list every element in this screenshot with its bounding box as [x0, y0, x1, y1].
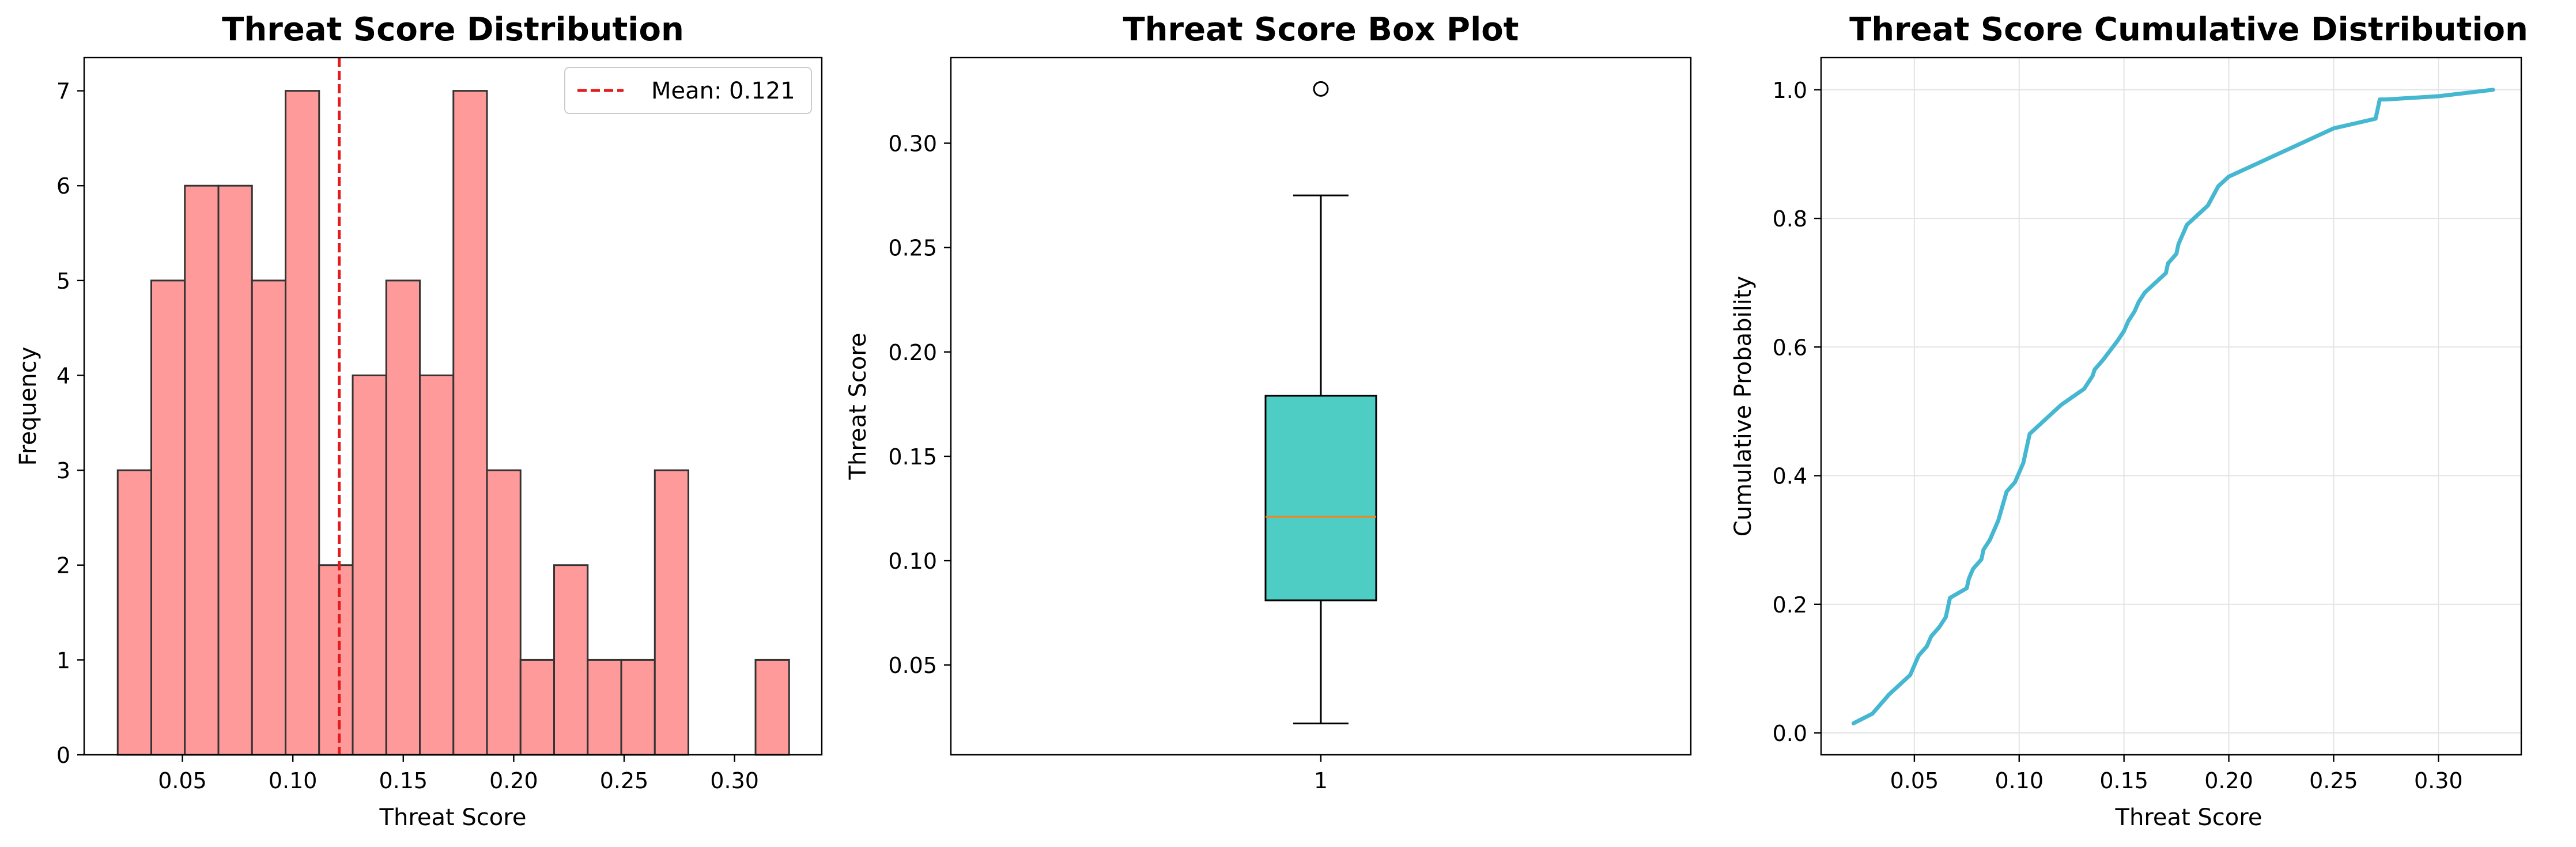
histogram-bar — [251, 279, 287, 756]
histogram-title: Threat Score Distribution — [222, 11, 684, 48]
histogram-y-label: Frequency — [15, 347, 41, 466]
histogram-y-ticks: 0 1 2 3 4 5 6 7 — [56, 79, 84, 768]
outlier-point — [1313, 81, 1329, 97]
x-tick-label: 0.20 — [2204, 768, 2253, 793]
x-tick-label: 0.30 — [2414, 768, 2463, 793]
histogram-bar — [285, 90, 320, 756]
y-tick-label: 0.2 — [1773, 592, 1807, 618]
x-tick-label: 0.05 — [158, 768, 207, 793]
x-tick-label: 0.10 — [269, 768, 318, 793]
y-tick-label: 4 — [56, 363, 70, 388]
histogram-bar — [217, 184, 253, 756]
histogram-x-ticks: 0.05 0.10 0.15 0.20 0.25 0.30 — [158, 755, 759, 793]
histogram-bar — [553, 564, 589, 756]
y-tick-label: 0.15 — [888, 444, 937, 470]
cdf-panel: Threat Score Cumulative Distribution 0.0… — [1730, 11, 2528, 831]
y-tick-label: 0 — [56, 743, 70, 768]
y-tick-label: 0.20 — [888, 340, 937, 365]
x-tick-label: 1 — [1314, 768, 1328, 793]
histogram-legend: Mean: 0.121 — [564, 67, 812, 114]
y-tick-label: 0.10 — [888, 549, 937, 574]
y-tick-label: 0.8 — [1773, 206, 1807, 232]
histogram-bar — [419, 374, 455, 756]
x-tick-label: 0.05 — [1890, 768, 1939, 793]
boxplot-y-label: Threat Score — [845, 333, 871, 481]
boxplot-marks — [1264, 81, 1377, 725]
cdf-axes-frame — [1820, 56, 2522, 756]
histogram-bar — [519, 659, 556, 756]
y-tick-label: 0.4 — [1773, 464, 1807, 489]
cdf-series-line — [1851, 88, 2495, 725]
y-tick-label: 0.30 — [888, 131, 937, 157]
histogram-bar — [352, 374, 387, 756]
y-tick-label: 7 — [56, 79, 70, 104]
histogram-bar — [620, 659, 656, 756]
y-tick-label: 3 — [56, 458, 70, 483]
histogram-axes-frame — [83, 56, 823, 756]
y-tick-label: 0.6 — [1773, 335, 1807, 360]
x-tick-label: 0.15 — [2099, 768, 2148, 793]
y-tick-label: 0.0 — [1773, 721, 1807, 746]
histogram-bar — [486, 469, 522, 756]
histogram-bar — [150, 279, 186, 756]
histogram-bar — [184, 184, 220, 756]
cdf-y-ticks: 0.0 0.2 0.4 0.6 0.8 1.0 — [1773, 78, 1821, 746]
histogram-panel: Threat Score Distribution 0.05 0.10 0.15 0.… — [15, 11, 823, 831]
boxplot-y-ticks: 0.05 0.10 0.15 0.20 0.25 0.30 — [888, 131, 951, 678]
histogram-bar — [116, 469, 153, 756]
x-tick-label: 0.30 — [710, 768, 759, 793]
y-tick-label: 2 — [56, 553, 70, 578]
cdf-x-ticks: 0.05 0.10 0.15 0.20 0.25 0.30 — [1890, 755, 2463, 793]
x-tick-label: 0.10 — [1995, 768, 2044, 793]
y-tick-label: 5 — [56, 269, 70, 294]
y-tick-label: 0.25 — [888, 236, 937, 261]
histogram-bars — [116, 90, 790, 756]
x-tick-label: 0.25 — [600, 768, 649, 793]
box-iqr — [1264, 395, 1377, 602]
boxplot-x-ticks: 1 — [1314, 755, 1328, 793]
histogram-x-label: Threat Score — [379, 804, 527, 831]
histogram-bar — [452, 90, 488, 756]
cdf-y-label: Cumulative Probability — [1730, 276, 1757, 536]
x-tick-label: 0.25 — [2309, 768, 2358, 793]
y-tick-label: 6 — [56, 173, 70, 199]
boxplot-title: Threat Score Box Plot — [1123, 11, 1519, 48]
cdf-title: Threat Score Cumulative Distribution — [1849, 11, 2528, 48]
y-tick-label: 1.0 — [1773, 78, 1807, 103]
cdf-x-label: Threat Score — [2115, 804, 2263, 831]
boxplot-panel: Threat Score Box Plot 1 0.05 0.10 0.15 0.20… — [845, 11, 1692, 793]
cdf-grid — [1821, 58, 2521, 755]
legend-label: Mean: 0.121 — [651, 78, 795, 104]
histogram-bar — [587, 659, 622, 756]
y-tick-label: 0.05 — [888, 653, 937, 678]
histogram-bar — [654, 469, 690, 756]
legend-box — [564, 67, 812, 114]
histogram-bar — [754, 659, 790, 756]
y-tick-label: 1 — [56, 648, 70, 673]
x-tick-label: 0.20 — [489, 768, 538, 793]
x-tick-label: 0.15 — [379, 768, 428, 793]
histogram-bar — [318, 564, 354, 756]
histogram-bar — [385, 279, 421, 756]
